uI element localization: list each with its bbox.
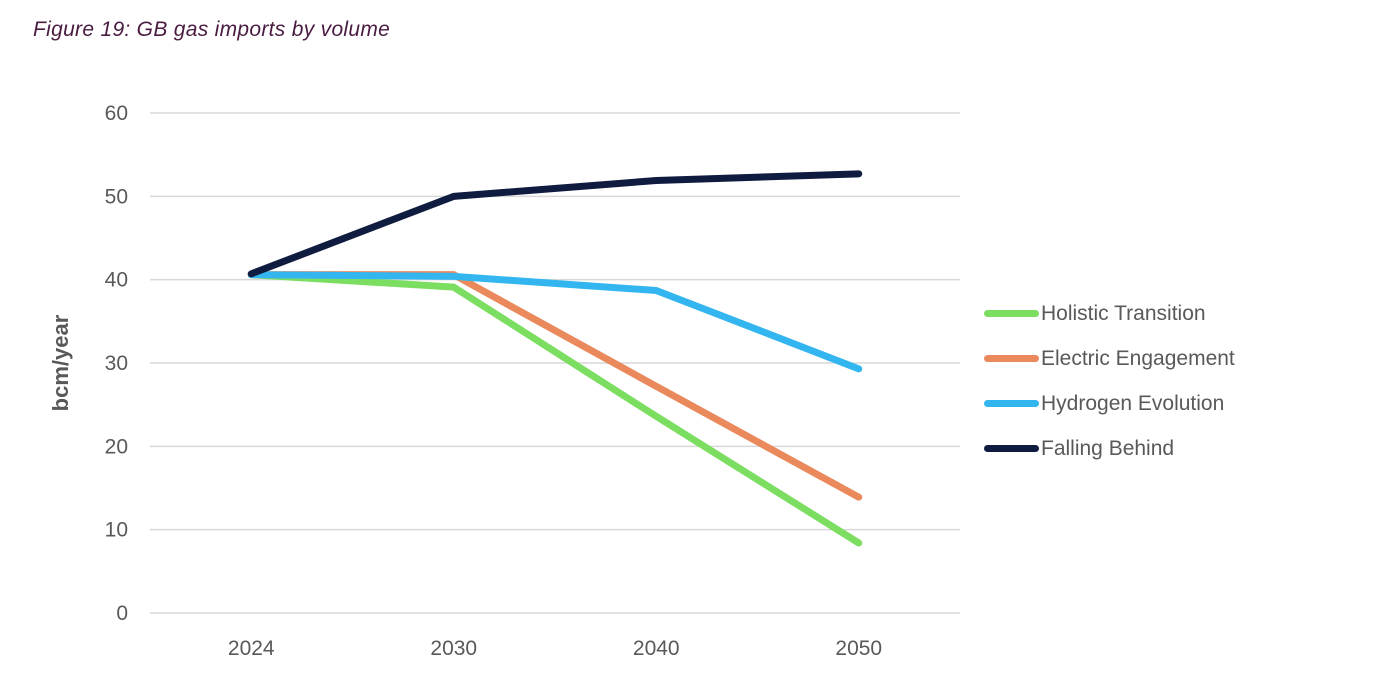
y-tick-label: 0	[116, 602, 128, 625]
series-line-holistic-transition	[247, 271, 863, 547]
series-line-electric-engagement	[247, 271, 863, 501]
legend-swatch	[984, 445, 1039, 452]
y-tick-label: 40	[105, 269, 128, 292]
legend-swatch	[984, 355, 1039, 362]
legend-item: Hydrogen Evolution	[984, 381, 1235, 426]
x-tick-label: 2050	[835, 637, 882, 660]
x-tick-label: 2030	[430, 637, 477, 660]
legend-item: Holistic Transition	[984, 291, 1235, 336]
legend-label: Falling Behind	[1041, 436, 1175, 460]
legend-item: Falling Behind	[984, 426, 1235, 471]
y-tick-label: 50	[105, 185, 128, 208]
y-tick-label: 60	[105, 102, 128, 125]
series-line-hydrogen-evolution	[247, 271, 863, 373]
legend-label: Hydrogen Evolution	[1041, 391, 1225, 415]
legend-swatch	[984, 310, 1039, 317]
y-axis-title: bcm/year	[48, 314, 73, 411]
figure-title: Figure 19: GB gas imports by volume	[33, 18, 391, 41]
legend-swatch	[984, 400, 1039, 407]
legend-item: Electric Engagement	[984, 336, 1235, 381]
x-tick-label: 2024	[228, 637, 275, 660]
y-tick-label: 30	[105, 352, 128, 375]
chart-legend: Holistic Transition Electric Engagement …	[984, 291, 1235, 471]
y-tick-label: 20	[105, 435, 128, 458]
legend-label: Electric Engagement	[1041, 346, 1235, 370]
x-tick-label: 2040	[633, 637, 680, 660]
y-tick-label: 10	[105, 519, 128, 542]
legend-label: Holistic Transition	[1041, 301, 1206, 325]
series-line-falling-behind	[247, 170, 863, 278]
